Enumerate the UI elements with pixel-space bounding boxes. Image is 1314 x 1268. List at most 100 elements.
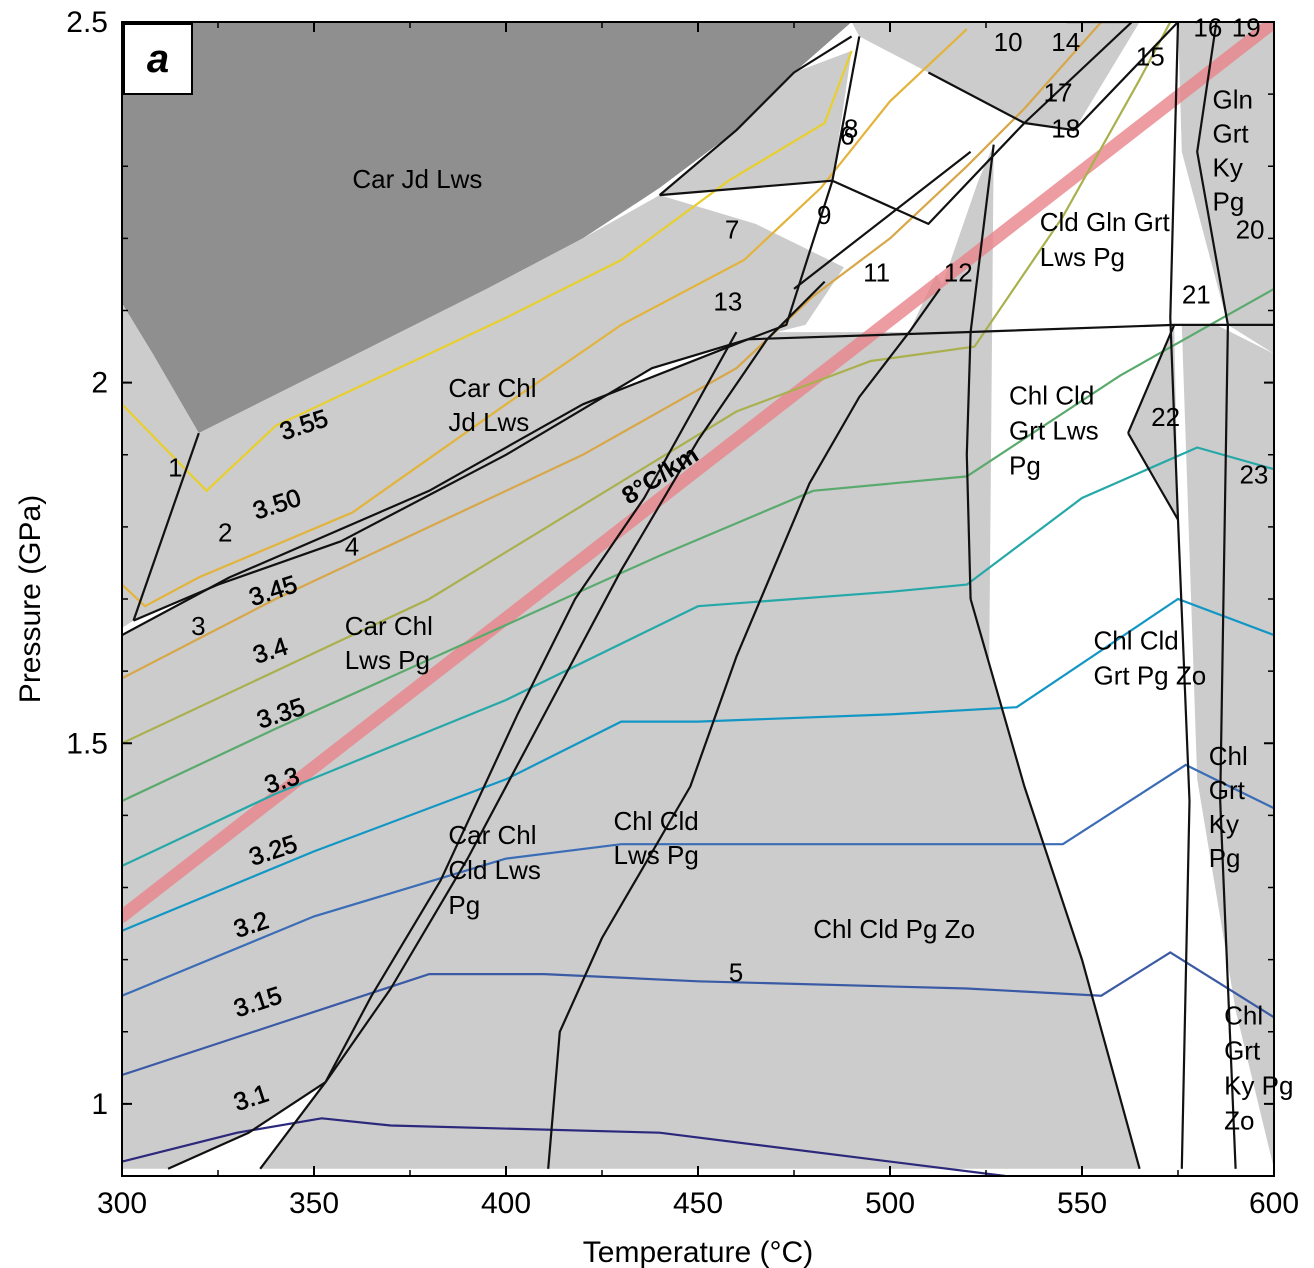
field-label: Grt Pg Zo — [1094, 660, 1207, 690]
field-label: Grt — [1209, 775, 1246, 805]
field-boundary — [132, 432, 200, 621]
isopleth-3.15 — [122, 951, 1274, 1077]
field-boundary — [658, 35, 853, 196]
field-polygon — [1178, 22, 1274, 354]
isopleth-3.50 — [122, 28, 968, 608]
isopleth-3.4 — [122, 22, 1172, 745]
field-boundaries — [122, 22, 1274, 1170]
field-label: Car Chl — [448, 373, 536, 403]
field-number: 20 — [1236, 214, 1265, 244]
field-number: 21 — [1182, 279, 1211, 309]
field-number: 23 — [1239, 460, 1268, 490]
field-number: 1 — [168, 452, 182, 482]
field-number: 17 — [1044, 77, 1073, 107]
field-boundary — [1127, 324, 1176, 434]
field-boundary — [747, 323, 1274, 341]
geothermal-gradient — [122, 22, 1274, 923]
field-boundary — [1023, 22, 1134, 124]
field-label: Pg — [1213, 187, 1245, 217]
isopleth-3.3 — [122, 446, 1274, 867]
field-boundary — [831, 122, 1026, 225]
field-number: 13 — [713, 287, 742, 317]
field-label: Lws Pg — [345, 645, 430, 675]
axes: 300 350 400 450 500 550 600 1 1.5 2 2.5 — [66, 6, 1299, 1220]
field-boundary — [793, 150, 972, 290]
x-tick-label: 500 — [865, 1187, 915, 1220]
field-polygon — [1181, 324, 1274, 1169]
field-label: Zo — [1224, 1106, 1254, 1136]
field-boundary — [1024, 121, 1075, 132]
field-label: Jd Lws — [448, 407, 529, 437]
isopleth-3.35 — [122, 287, 1274, 802]
field-label: Car Chl — [345, 611, 433, 641]
field-label: Chl Cld — [614, 806, 699, 836]
field-boundary — [1073, 22, 1179, 131]
field-number: 2 — [218, 517, 232, 547]
x-tick-label: 550 — [1057, 1187, 1107, 1220]
field-polygon — [659, 50, 852, 196]
y-tick-label: 2.5 — [66, 6, 108, 39]
field-label: Pg — [1009, 450, 1041, 480]
field-label: Chl Cld — [1094, 625, 1179, 655]
field-number: 16 — [1193, 12, 1222, 42]
y-tick-label: 1 — [91, 1088, 108, 1121]
field-number: 14 — [1051, 27, 1080, 57]
field-polygon — [548, 274, 1140, 1169]
field-label: Lws Pg — [614, 840, 699, 870]
field-label: Grt — [1224, 1036, 1261, 1066]
field-number: 15 — [1136, 41, 1165, 71]
field-boundary — [969, 598, 1141, 1170]
field-label: Pg — [1209, 843, 1241, 873]
field-boundary — [659, 179, 833, 197]
field-polygon — [1024, 22, 1132, 131]
y-tick-label: 1.5 — [66, 727, 108, 760]
x-tick-label: 450 — [673, 1187, 723, 1220]
isopleth-3.55 — [122, 50, 853, 493]
field-label: Ky Pg — [1224, 1071, 1293, 1101]
field-label: Gln — [1213, 85, 1253, 115]
field-polygon — [260, 332, 910, 1169]
x-tick-label: 600 — [1249, 1187, 1299, 1220]
isopleth-3.2 — [122, 763, 1274, 997]
field-number: 19 — [1232, 12, 1261, 42]
field-number: 3 — [191, 611, 205, 641]
x-tick-label: 350 — [289, 1187, 339, 1220]
panel-label: a — [147, 37, 169, 81]
field-number: 22 — [1151, 402, 1180, 432]
field-number: 11 — [863, 258, 890, 288]
y-axis-label: Pressure (GPa) — [14, 495, 47, 703]
field-label: Ky — [1209, 809, 1239, 839]
y-tick-label: 2 — [91, 367, 108, 400]
x-tick-label: 300 — [97, 1187, 147, 1220]
field-number: 9 — [817, 200, 831, 230]
field-label: Pg — [448, 890, 480, 920]
field-label: Chl Cld Pg Zo — [813, 914, 975, 944]
field-boundary — [547, 288, 941, 1169]
field-boundary — [167, 331, 738, 1170]
field-number: 10 — [994, 27, 1023, 57]
field-boundary — [831, 36, 861, 181]
field-boundary — [1196, 22, 1237, 1169]
field-label: Chl Cld — [1009, 380, 1094, 410]
field-label: Car Jd Lws — [352, 164, 482, 194]
field-number: 8 — [844, 113, 858, 143]
field-boundary — [259, 280, 826, 1170]
field-boundary — [965, 144, 995, 600]
field-boundary — [747, 180, 834, 341]
field-label: Lws Pg — [1040, 242, 1125, 272]
field-label: Ky — [1213, 153, 1243, 183]
field-number: 6 — [840, 121, 854, 151]
field-polygon — [122, 22, 852, 434]
field-label: Grt Lws — [1009, 415, 1099, 445]
field-labels: Car Jd Lws Car Chl Jd Lws 6 Car Chl Lws Pg Chl… — [168, 12, 1293, 1135]
field-polygon — [1128, 324, 1178, 520]
panel-label-box: a — [123, 23, 193, 95]
gradient-line — [122, 22, 1274, 923]
field-number: 18 — [1051, 113, 1080, 143]
field-boundary — [927, 71, 1025, 124]
field-number: 4 — [345, 532, 359, 562]
field-label: Grt — [1213, 119, 1250, 149]
field-number: 5 — [729, 957, 743, 987]
isopleth-label: 3.1 — [230, 1079, 272, 1116]
